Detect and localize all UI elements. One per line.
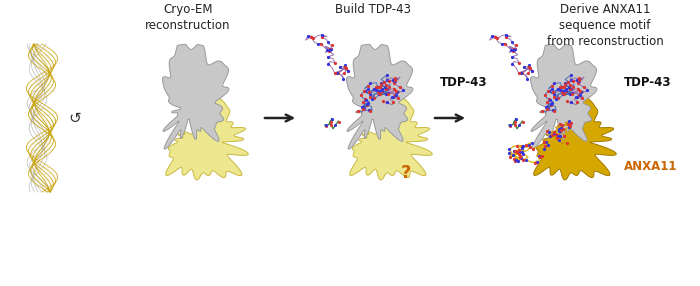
Text: ↺: ↺ (69, 110, 81, 126)
Text: TDP-43: TDP-43 (440, 76, 487, 90)
Text: TDP-43: TDP-43 (624, 76, 671, 90)
Text: ?: ? (401, 164, 411, 182)
Polygon shape (346, 44, 413, 149)
Text: Build TDP-43: Build TDP-43 (335, 3, 411, 16)
Text: Derive ANXA11
sequence motif
from reconstruction: Derive ANXA11 sequence motif from recons… (547, 3, 664, 48)
Polygon shape (350, 98, 432, 180)
Text: ANXA11: ANXA11 (624, 160, 678, 172)
Text: Cryo-EM
reconstruction: Cryo-EM reconstruction (146, 3, 231, 32)
Polygon shape (166, 98, 248, 180)
Polygon shape (531, 44, 597, 149)
Polygon shape (533, 98, 616, 180)
Polygon shape (162, 44, 229, 149)
